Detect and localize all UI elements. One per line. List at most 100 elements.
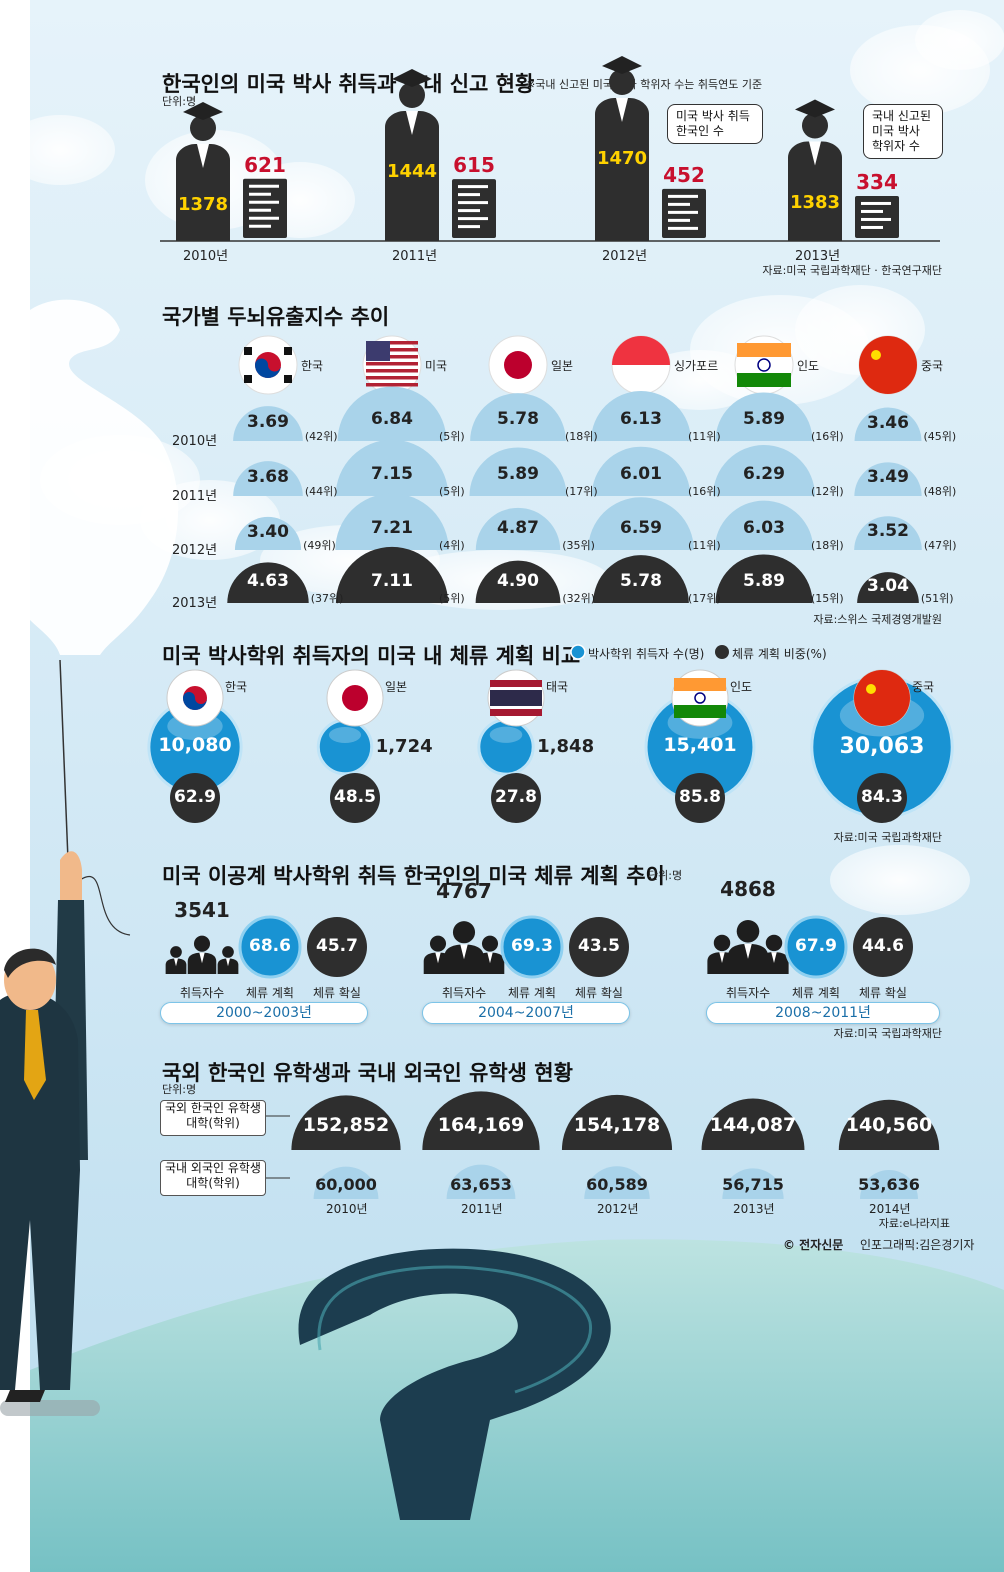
brain-drain-dome (475, 507, 561, 550)
puzzle-ground (30, 1239, 1004, 1572)
phd-count-value: 1444 (386, 161, 438, 182)
stay-ratio-circle (330, 773, 380, 823)
people-group-icon (707, 919, 789, 974)
abroad-students-value: 140,560 (845, 1114, 933, 1136)
stay-ratio-circle (170, 773, 220, 823)
rank-label: (4위) (439, 539, 465, 552)
graduate-person-icon (595, 56, 649, 241)
people-group-icon (165, 935, 239, 974)
india-flag-icon (671, 669, 729, 727)
abroad-students-value: 164,169 (437, 1114, 525, 1136)
brain-drain-dome (233, 406, 303, 441)
period-pill: 2004~2007년 (422, 1002, 630, 1024)
stay-confirmed-value: 45.7 (316, 936, 358, 956)
phd-report-chart (160, 56, 940, 242)
stay-confirmed-circle (569, 917, 629, 977)
rank-label: (45위) (923, 430, 957, 443)
year-label: 2011년 (392, 249, 438, 264)
abroad-students-dome (561, 1094, 673, 1150)
section4-title: 미국 이공계 박사학위 취득 한국인의 미국 체류 계획 추이 (162, 864, 665, 888)
country-label: 인도 (797, 359, 820, 373)
graduate-person-icon (788, 99, 842, 241)
stay-plan-value: 67.9 (795, 936, 837, 956)
label-abroad-students: 국외 한국인 유학생 대학(학위) (160, 1100, 266, 1136)
singapore-flag-icon (611, 335, 671, 395)
label-plan: 체류 계획 (508, 986, 556, 1000)
section4-source: 자료:미국 국립과학재단 (833, 1027, 942, 1040)
rank-label: (11위) (688, 539, 721, 552)
phd-count-value: 30,063 (839, 734, 925, 759)
brain-drain-dome (475, 560, 561, 603)
brain-drain-value: 7.15 (371, 464, 413, 484)
rank-label: (12위) (811, 485, 844, 498)
thailand-flag-icon (487, 669, 545, 727)
credit-copyright: © 전자신문 (783, 1238, 844, 1252)
year-label: 2012년 (172, 543, 218, 558)
brain-drain-value: 4.87 (497, 518, 539, 538)
label-confirmed: 체류 확실 (313, 986, 361, 1000)
rank-label: (17위) (565, 485, 598, 498)
abroad-students-dome (838, 1099, 940, 1150)
brain-drain-dome (588, 497, 694, 550)
graduate-person-icon (385, 69, 439, 241)
abroad-students-value: 144,087 (709, 1114, 797, 1136)
brain-drain-dome (714, 500, 814, 550)
credit-text: 인포그래픽:김은경기자 (860, 1238, 975, 1252)
phd-count-value: 10,080 (158, 734, 232, 756)
brain-drain-value: 5.89 (743, 409, 785, 429)
phd-count-value: 1,848 (537, 736, 595, 757)
brain-drain-value: 6.29 (743, 464, 785, 484)
rank-label: (44위) (304, 485, 338, 498)
report-document-icon (855, 195, 899, 238)
phd-count-value: 1470 (596, 148, 648, 169)
stay-ratio-circle (857, 773, 907, 823)
rank-label: (18위) (565, 430, 598, 443)
brain-drain-dome (854, 462, 922, 496)
rank-label: (5위) (439, 430, 465, 443)
year-label: 2010년 (326, 1202, 368, 1216)
brain-drain-dome (337, 386, 447, 441)
reported-count-value: 621 (244, 152, 286, 177)
brain-drain-dome (335, 493, 449, 550)
brain-drain-value: 3.52 (867, 521, 909, 542)
rank-label: (42위) (304, 430, 338, 443)
abroad-students-dome (291, 1095, 401, 1150)
domestic-students-dome (860, 1170, 918, 1199)
brain-drain-value: 6.03 (743, 518, 785, 538)
country-label: 태국 (546, 680, 569, 694)
rank-label: (15위) (811, 592, 844, 605)
brain-drain-value: 3.46 (867, 412, 909, 433)
stay-ratio-value: 48.5 (334, 787, 376, 807)
brain-drain-dome (715, 392, 813, 441)
section2-title: 국가별 두뇌유출지수 추이 (162, 305, 390, 329)
section5-title: 국외 한국인 유학생과 국내 외국인 유학생 현황 (162, 1061, 573, 1085)
reported-count-value: 615 (453, 153, 495, 178)
stay-plan-bubble (500, 915, 564, 979)
section1-note: ※국내 신고된 미국 박사 학위자 수는 취득연도 기준 (526, 78, 763, 91)
section2-source: 자료:스위스 국제경영개발원 (813, 613, 942, 626)
rank-label: (37위) (310, 592, 344, 605)
reported-count-value: 452 (663, 162, 705, 187)
brain-drain-dome (335, 546, 449, 603)
year-label: 2010년 (172, 434, 218, 449)
section5-unit: 단위:명 (162, 1083, 197, 1096)
phd-count-value: 15,401 (663, 734, 737, 756)
brain-drain-dome (590, 391, 692, 441)
dollar-balloon-icon (30, 299, 179, 655)
japan-flag-icon (326, 669, 384, 727)
period-pill: 2008~2011년 (706, 1002, 940, 1024)
section3-source: 자료:미국 국립과학재단 (833, 831, 942, 844)
rank-label: (16위) (811, 430, 844, 443)
callout-reported-count: 국내 신고된 미국 박사 학위자 수 (863, 104, 943, 159)
label-count: 취득자수 (442, 986, 487, 1000)
brain-drain-value: 6.01 (620, 464, 662, 484)
brain-drain-dome (469, 447, 567, 496)
domestic-students-value: 60,589 (586, 1175, 648, 1194)
year-label: 2013년 (172, 596, 218, 611)
section4-unit: 단위:명 (648, 869, 683, 882)
stay-confirmed-value: 43.5 (578, 936, 620, 956)
brain-drain-dome (854, 516, 922, 550)
legend-ratio-dot (715, 645, 729, 659)
